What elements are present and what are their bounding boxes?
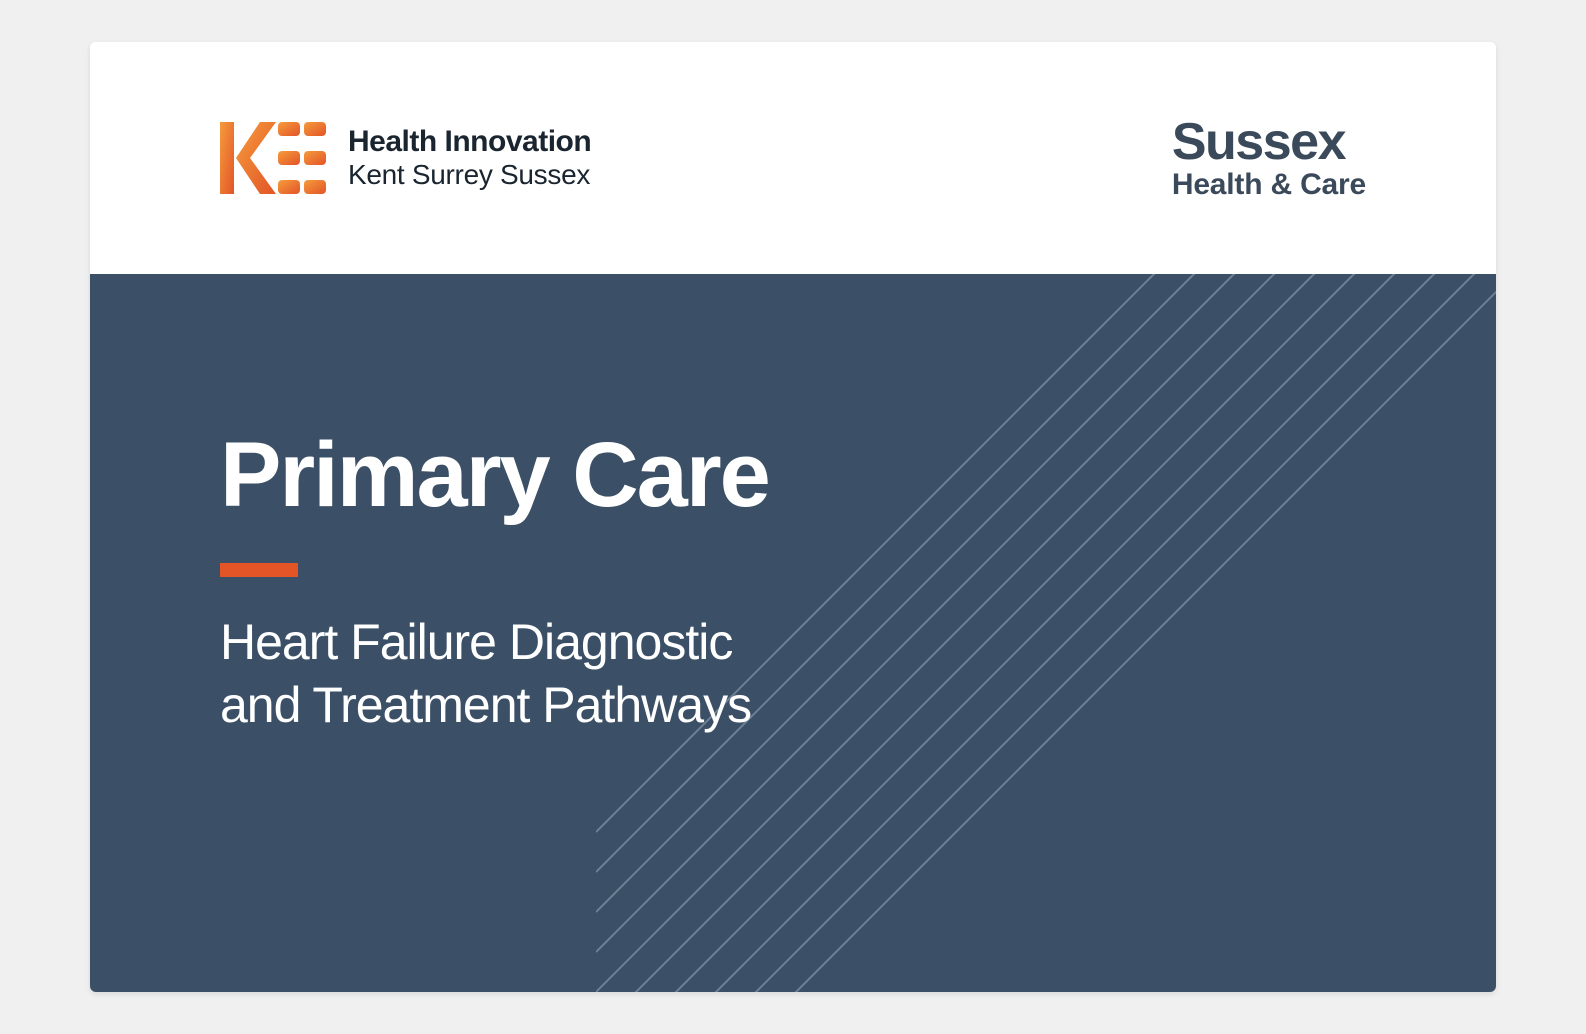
sussex-line1: Sussex [1172, 116, 1366, 168]
hero-subtitle: Heart Failure Diagnostic and Treatment P… [220, 611, 1366, 736]
kss-logo-icon [220, 122, 330, 194]
kss-line2: Kent Surrey Sussex [348, 159, 591, 191]
accent-bar [220, 563, 298, 577]
hero-subtitle-line1: Heart Failure Diagnostic [220, 614, 732, 670]
sussex-logo-block: Sussex Health & Care [1172, 116, 1366, 200]
document-card: Health Innovation Kent Surrey Sussex Sus… [90, 42, 1496, 992]
hero-title: Primary Care [220, 429, 1366, 521]
kss-line1: Health Innovation [348, 125, 591, 160]
hero-panel: Primary Care Heart Failure Diagnostic an… [90, 274, 1496, 992]
hero-content: Primary Care Heart Failure Diagnostic an… [90, 274, 1496, 736]
hero-subtitle-line2: and Treatment Pathways [220, 677, 751, 733]
sussex-line2: Health & Care [1172, 170, 1366, 200]
kss-logo-block: Health Innovation Kent Surrey Sussex [220, 122, 591, 194]
kss-logo-text: Health Innovation Kent Surrey Sussex [348, 125, 591, 192]
header-bar: Health Innovation Kent Surrey Sussex Sus… [90, 42, 1496, 274]
